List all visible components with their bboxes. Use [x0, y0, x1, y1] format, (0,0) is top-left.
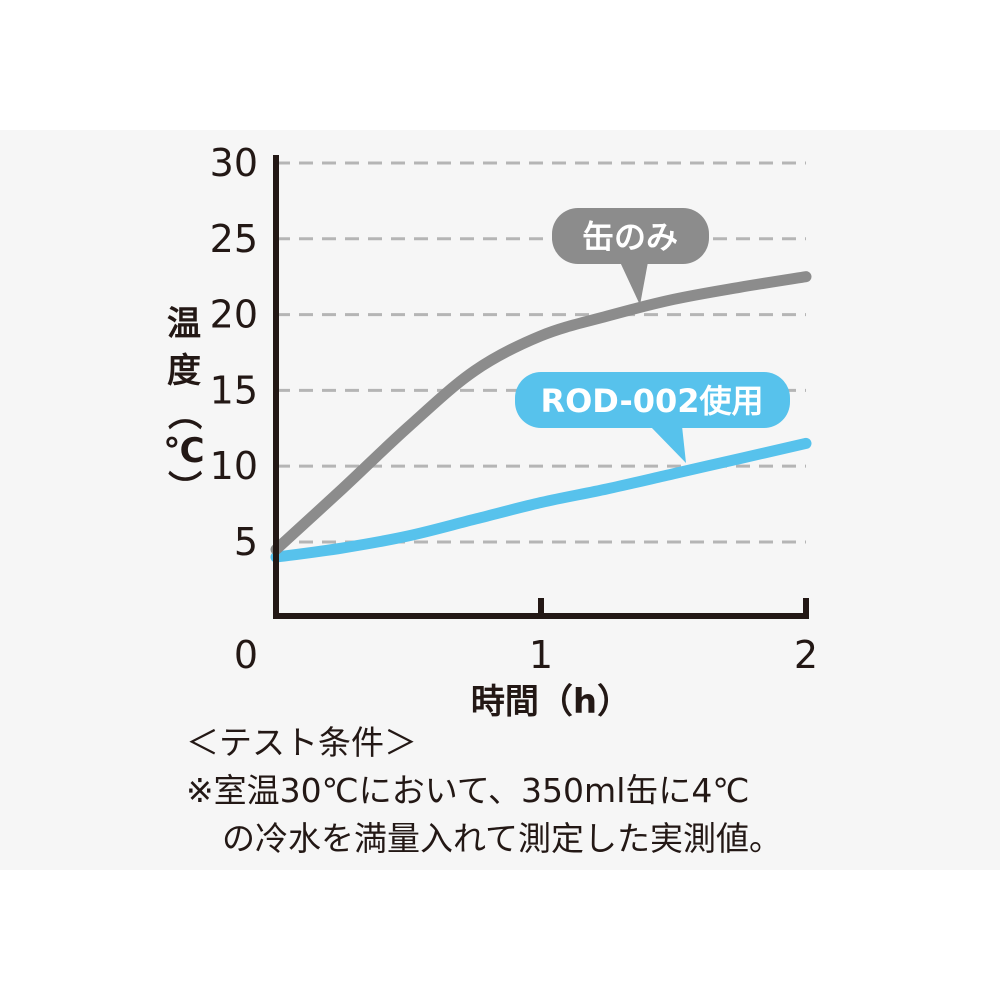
test-conditions-line1: ※室温30℃において、350ml缶に4℃	[186, 771, 750, 810]
callout-can-only-label: 缶のみ	[582, 218, 678, 256]
y-tick-label-10: 10	[210, 444, 258, 488]
test-conditions-line2: の冷水を満量入れて測定した実測値。	[222, 819, 783, 858]
y-axis-title-char-1: 度	[167, 351, 201, 391]
axis-titles: 温度 （℃） 時間（h）	[163, 304, 631, 722]
x-axis-title: 時間（h）	[471, 682, 631, 722]
series-line-rod-002	[270, 437, 812, 563]
y-tick-label-5: 5	[234, 520, 258, 564]
grid-lines	[276, 161, 806, 544]
chart-panel	[0, 130, 1000, 870]
series-callouts: 缶のみ ROD-002使用	[515, 208, 790, 463]
tick-labels: 5 10 15 20 25 30 0 1 2	[210, 141, 818, 677]
y-tick-label-20: 20	[210, 293, 258, 337]
y-tick-label-30: 30	[210, 141, 258, 185]
series-lines	[270, 271, 812, 563]
series-line-can-only	[270, 271, 812, 556]
y-tick-label-15: 15	[210, 368, 258, 412]
callout-can-only-box	[552, 208, 709, 264]
callout-rod-002-box	[515, 372, 790, 428]
callout-can-only-tail	[620, 262, 648, 305]
x-tick-label-2: 2	[794, 633, 818, 677]
axes	[273, 155, 809, 619]
y-axis-title-char-2: （	[163, 396, 203, 430]
callout-rod-002: ROD-002使用	[515, 372, 790, 463]
callout-rod-002-label: ROD-002使用	[540, 382, 763, 420]
y-axis-title-char-0: 温	[167, 304, 201, 344]
callout-rod-002-tail	[650, 426, 686, 463]
y-tick-label-25: 25	[210, 217, 258, 261]
y-axis-title-char-3: ℃	[163, 431, 204, 471]
callout-can-only: 缶のみ	[552, 208, 709, 305]
x-tick-label-0: 0	[234, 633, 258, 677]
y-axis-title-char-4: ）	[163, 470, 203, 504]
x-tick-label-1: 1	[529, 633, 553, 677]
test-conditions-heading: ＜テスト条件＞	[186, 723, 417, 762]
